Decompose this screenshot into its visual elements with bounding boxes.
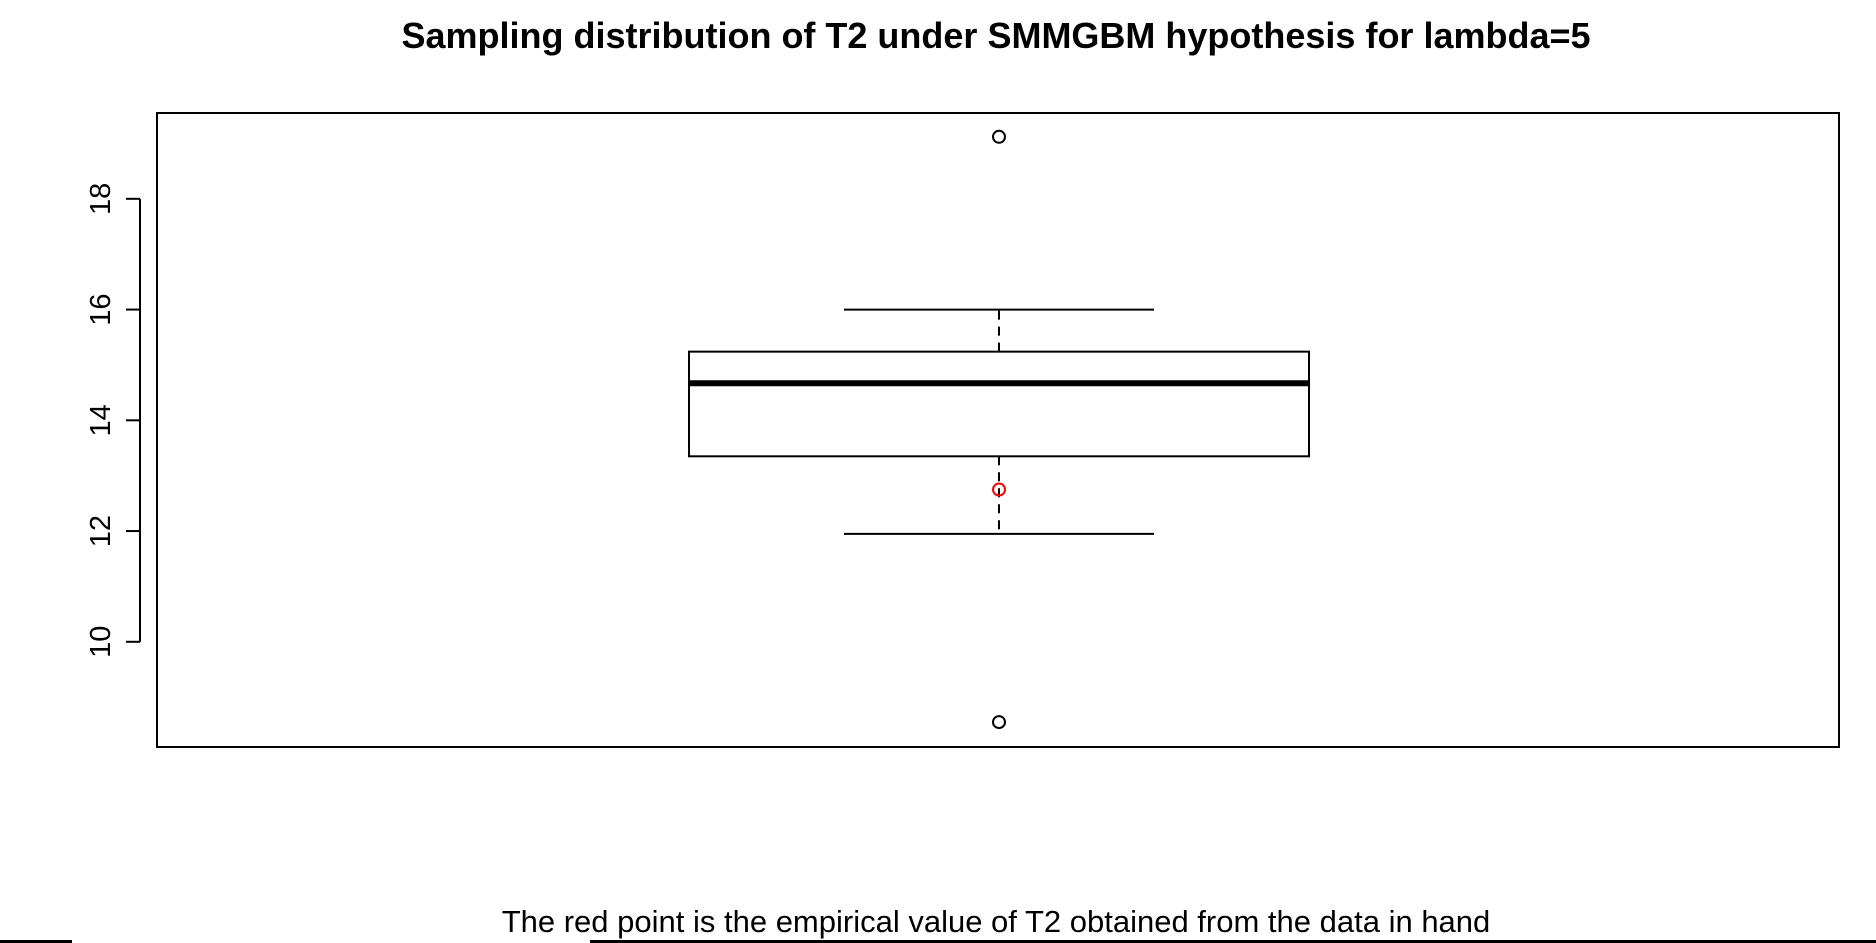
y-tick-label: 16 [85,293,117,325]
bottom-edge-bar-right [590,940,1876,943]
boxplot [688,129,1310,730]
bottom-edge-bar-left [0,940,72,943]
y-tick-label: 18 [85,183,117,215]
empirical-value-point [992,482,1006,497]
x-axis-caption: The red point is the empirical value of … [502,904,1491,939]
chart-title: Sampling distribution of T2 under SMMGBM… [401,15,1590,56]
y-tick-label: 14 [85,404,117,436]
outlier-point [992,715,1006,730]
y-tick-label: 10 [85,626,117,658]
y-axis-ticks: 10 12 14 16 18 [85,183,140,658]
outlier-point [992,129,1006,144]
interquartile-box [688,350,1310,458]
y-tick-label: 12 [85,515,117,547]
plot-frame [156,112,1840,748]
